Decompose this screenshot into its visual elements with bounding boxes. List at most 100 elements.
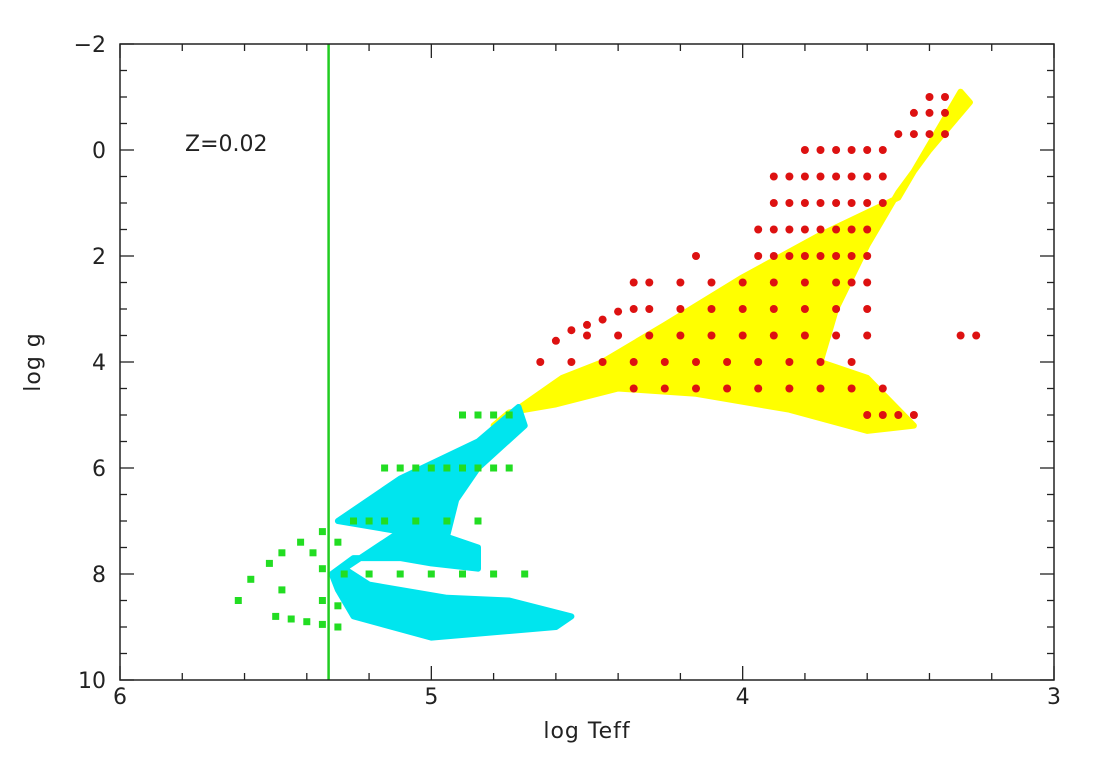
point-s0-93 [878,384,887,393]
point-s0-44 [785,252,794,260]
point-s0-2 [941,108,949,117]
point-s0-12 [832,146,841,154]
point-s0-66 [629,305,638,313]
point-s0-56 [645,278,654,287]
point-s1-37 [334,602,342,610]
point-s0-46 [754,252,763,260]
point-s0-63 [707,305,716,313]
point-s0-30 [769,199,778,207]
point-s0-103 [894,411,903,419]
point-s1-15 [412,517,420,525]
point-s1-18 [350,517,357,525]
point-s0-78 [676,331,685,340]
point-s0-10 [863,146,872,154]
point-s0-53 [738,278,747,287]
point-s0-70 [567,326,576,335]
point-s0-17 [847,172,856,181]
point-s0-90 [598,358,607,366]
point-s0-107 [972,331,981,340]
point-s0-54 [707,278,716,287]
point-s1-24 [365,570,373,578]
point-s0-64 [676,305,685,313]
point-s1-29 [278,549,286,557]
point-s0-4 [909,108,918,117]
y-tick-labels: −2 0 2 4 6 8 10 [74,33,106,694]
point-s1-23 [396,570,404,578]
point-s0-51 [800,278,809,287]
point-s0-84 [785,358,794,366]
point-s0-38 [754,225,763,234]
region-1 [328,404,575,641]
point-s1-13 [474,517,482,525]
metallicity-annotation: Z=0.02 [185,132,268,157]
point-s0-74 [800,331,809,340]
point-s0-29 [785,199,794,207]
point-s0-68 [598,315,607,324]
point-s0-59 [832,305,841,313]
point-s1-14 [443,517,451,525]
point-s0-20 [800,172,809,181]
point-s0-37 [769,225,778,234]
point-s0-45 [769,252,778,260]
point-s1-10 [412,464,420,472]
point-s0-8 [894,130,903,139]
point-s1-27 [334,538,342,546]
point-s0-75 [769,331,778,340]
point-s0-50 [832,278,841,287]
point-s1-6 [474,464,482,472]
point-s0-48 [863,278,872,287]
point-s1-4 [505,464,513,472]
point-s0-104 [878,411,887,419]
point-s0-73 [832,331,841,340]
point-s1-17 [365,517,373,525]
point-s1-36 [318,597,326,604]
y-tick-label: 0 [92,139,106,164]
point-s0-22 [769,172,778,181]
point-s1-3 [459,411,466,419]
point-s0-36 [785,225,794,234]
point-s0-58 [863,305,872,313]
point-s0-21 [785,172,794,181]
point-s1-21 [459,570,466,578]
point-s1-26 [318,528,326,536]
point-s0-80 [614,331,623,340]
point-s1-38 [272,612,280,620]
point-s0-94 [847,384,856,393]
point-s1-0 [505,411,513,419]
point-s1-12 [381,464,389,472]
point-s0-0 [941,93,949,101]
point-s1-33 [247,575,255,583]
point-s0-32 [847,225,856,234]
point-s0-18 [832,172,841,181]
point-s0-102 [909,411,918,419]
point-s0-14 [800,146,809,154]
point-s0-88 [660,358,669,366]
point-s0-15 [878,172,887,181]
point-s0-96 [785,384,794,393]
point-s0-31 [863,225,872,234]
point-s0-67 [614,307,623,316]
point-s1-11 [396,464,404,472]
point-s1-8 [443,464,451,472]
y-axis-title: log g [21,332,46,392]
point-s0-72 [863,331,872,340]
point-s0-92 [536,358,545,366]
point-s0-7 [909,130,918,139]
point-s0-69 [583,320,591,329]
point-s1-30 [309,549,317,557]
data-regions [328,88,973,641]
point-s1-1 [490,411,498,419]
y-tick-label: 2 [92,245,106,270]
point-s0-101 [629,384,638,393]
point-s0-52 [769,278,778,287]
point-s1-22 [427,570,435,578]
point-s0-55 [676,278,685,287]
point-s0-9 [878,146,887,154]
point-s0-105 [863,411,872,419]
x-tick-label: 4 [736,685,750,710]
x-tick-label: 3 [1047,685,1061,710]
point-s0-81 [583,331,591,340]
x-axis-title: log Teff [543,719,631,744]
point-s1-41 [318,620,326,628]
